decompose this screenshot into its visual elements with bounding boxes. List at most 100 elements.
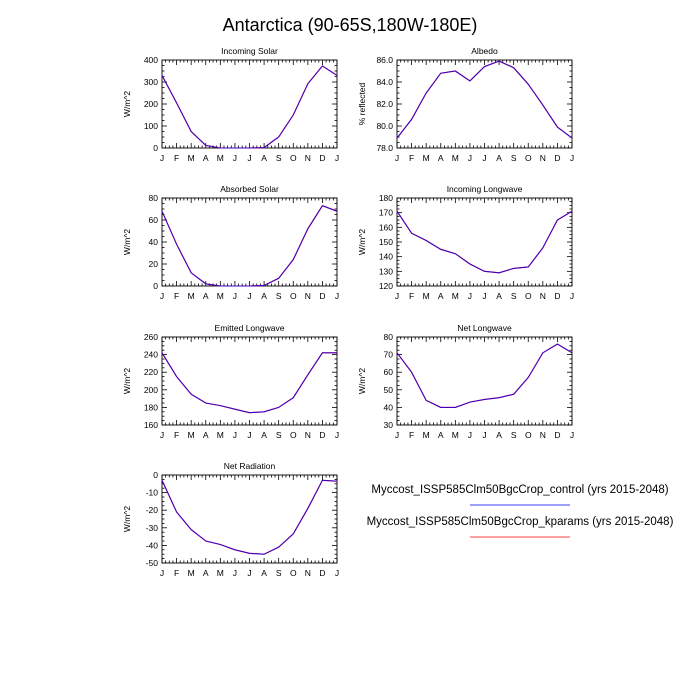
x-tick-label: A	[438, 430, 444, 440]
panel-title: Incoming Solar	[221, 46, 278, 56]
y-axis-label: W/m^2	[357, 368, 367, 394]
x-tick-label: M	[452, 291, 459, 301]
x-tick-label: A	[496, 153, 502, 163]
x-tick-label: N	[540, 291, 546, 301]
x-tick-label: A	[261, 153, 267, 163]
x-tick-label: M	[423, 153, 430, 163]
y-tick-label: 180	[379, 193, 393, 203]
y-tick-label: 0	[153, 281, 158, 291]
panel-title: Albedo	[471, 46, 498, 56]
x-tick-label: A	[261, 291, 267, 301]
y-axis-label: W/m^2	[122, 506, 132, 532]
plot-frame	[396, 59, 573, 149]
y-tick-label: -30	[146, 523, 159, 533]
y-tick-label: 0	[153, 470, 158, 480]
y-tick-label: 84.0	[376, 77, 393, 87]
series-line-kparams	[161, 479, 338, 555]
x-tick-label: J	[395, 430, 399, 440]
x-tick-label: N	[305, 568, 311, 578]
x-tick-label: D	[319, 568, 325, 578]
panel-title: Net Longwave	[457, 323, 512, 333]
y-axis-label: W/m^2	[357, 229, 367, 255]
series-line-kparams	[396, 60, 573, 139]
y-tick-label: 160	[144, 420, 158, 430]
x-tick-label: J	[468, 291, 472, 301]
x-tick-label: J	[570, 291, 574, 301]
x-tick-label: J	[247, 568, 251, 578]
plot-frame	[161, 197, 338, 287]
y-tick-label: 130	[379, 266, 393, 276]
x-tick-label: M	[217, 153, 224, 163]
x-tick-label: O	[525, 291, 532, 301]
y-tick-label: 170	[379, 208, 393, 218]
x-tick-label: M	[452, 430, 459, 440]
legend: Myccost_ISSP585Clm50BgcCrop_control (yrs…	[367, 484, 674, 538]
x-tick-label: M	[188, 568, 195, 578]
y-tick-label: 240	[144, 350, 158, 360]
x-tick-label: J	[160, 153, 164, 163]
x-tick-label: J	[395, 291, 399, 301]
y-tick-label: -40	[146, 540, 159, 550]
series-line-control	[161, 479, 338, 555]
x-tick-label: D	[319, 430, 325, 440]
series-line-control	[396, 210, 573, 274]
y-tick-label: 20	[149, 259, 159, 269]
x-tick-label: D	[554, 430, 560, 440]
x-tick-label: J	[482, 430, 486, 440]
x-tick-label: F	[409, 291, 414, 301]
y-tick-label: 140	[379, 252, 393, 262]
panel-title: Emitted Longwave	[215, 323, 285, 333]
x-tick-label: A	[438, 153, 444, 163]
y-tick-label: 70	[384, 350, 394, 360]
series-line-kparams	[161, 205, 338, 287]
x-tick-label: J	[233, 291, 237, 301]
series-line-control	[161, 352, 337, 414]
y-tick-label: 60	[149, 215, 159, 225]
x-tick-label: J	[160, 430, 164, 440]
x-tick-label: F	[174, 291, 179, 301]
x-tick-label: J	[160, 291, 164, 301]
x-tick-label: J	[468, 153, 472, 163]
y-tick-label: 60	[384, 367, 394, 377]
plot-frame	[161, 474, 338, 564]
series-line-kparams	[396, 343, 573, 408]
series-line-kparams	[161, 352, 337, 414]
x-tick-label: J	[233, 153, 237, 163]
series-line-control	[161, 65, 338, 149]
x-tick-label: A	[203, 430, 209, 440]
x-tick-label: A	[203, 568, 209, 578]
y-axis-label: W/m^2	[122, 368, 132, 394]
x-tick-label: O	[525, 430, 532, 440]
x-tick-label: S	[276, 430, 282, 440]
x-tick-label: S	[276, 291, 282, 301]
x-tick-label: S	[511, 430, 517, 440]
y-tick-label: 80	[384, 332, 394, 342]
x-tick-label: N	[540, 153, 546, 163]
x-tick-label: J	[247, 291, 251, 301]
x-tick-label: M	[217, 291, 224, 301]
x-tick-label: F	[174, 430, 179, 440]
y-tick-label: 300	[144, 77, 158, 87]
y-tick-label: 80.0	[376, 121, 393, 131]
x-tick-label: J	[335, 430, 339, 440]
x-tick-label: M	[188, 153, 195, 163]
series-line-kparams	[161, 65, 338, 149]
x-tick-label: N	[305, 153, 311, 163]
series-line-control	[396, 343, 573, 408]
x-tick-label: J	[247, 430, 251, 440]
x-tick-label: J	[335, 568, 339, 578]
x-tick-label: M	[217, 430, 224, 440]
x-tick-label: O	[290, 291, 297, 301]
y-tick-label: 200	[144, 99, 158, 109]
x-tick-label: J	[482, 291, 486, 301]
figure-title: Antarctica (90-65S,180W-180E)	[223, 15, 478, 35]
y-tick-label: 200	[144, 385, 158, 395]
y-tick-label: 120	[379, 281, 393, 291]
y-axis-label: % reflected	[357, 82, 367, 125]
legend-label: Myccost_ISSP585Clm50BgcCrop_kparams (yrs…	[367, 516, 674, 528]
